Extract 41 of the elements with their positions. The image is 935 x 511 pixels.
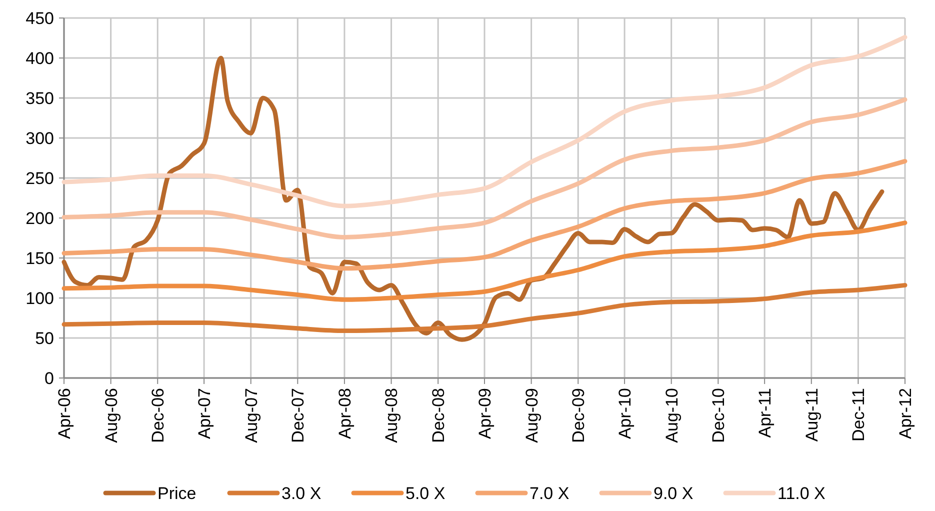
x-tick-label: Apr-08 xyxy=(335,388,354,440)
x-tick-label: Apr-10 xyxy=(615,388,634,440)
x-tick-label: Dec-11 xyxy=(849,388,868,442)
y-tick-label: 150 xyxy=(26,248,54,268)
y-tick-label: 350 xyxy=(26,88,54,108)
y-tick-label: 200 xyxy=(26,208,54,228)
line-series xyxy=(62,282,908,334)
y-tick-label: 50 xyxy=(35,328,54,348)
line-series xyxy=(62,158,908,271)
legend-label: Price xyxy=(158,484,196,503)
y-tick-label: 250 xyxy=(26,168,54,188)
x-tick-label: Aug-09 xyxy=(522,388,542,443)
line-series xyxy=(62,97,908,240)
legend-label: 5.0 X xyxy=(406,484,446,503)
x-tick-label: Dec-06 xyxy=(148,388,168,443)
x-tick-label: Aug-07 xyxy=(242,388,261,443)
x-tick-label: Apr-11 xyxy=(756,388,775,438)
x-tick-label: Dec-10 xyxy=(709,388,728,443)
x-tick-label: Dec-08 xyxy=(429,388,448,443)
y-tick-label: 0 xyxy=(44,368,54,388)
x-tick-label: Dec-07 xyxy=(288,388,308,443)
y-tick-label: 100 xyxy=(26,288,54,308)
x-tick-label: Dec-09 xyxy=(569,388,588,443)
x-tick-label: Apr-06 xyxy=(54,388,74,440)
legend-label: 7.0 X xyxy=(530,484,570,503)
line-series xyxy=(62,34,908,208)
legend-label: 3.0 X xyxy=(282,484,322,503)
line-series xyxy=(62,220,908,302)
y-tick-label: 400 xyxy=(26,48,54,68)
x-tick-label: Apr-12 xyxy=(896,388,915,440)
legend-label: 9.0 X xyxy=(654,484,694,503)
x-tick-label: Aug-06 xyxy=(102,388,121,443)
y-tick-label: 450 xyxy=(26,8,54,28)
y-tick-label: 300 xyxy=(26,128,54,148)
x-tick-label: Apr-09 xyxy=(475,388,494,440)
legend-label: 11.0 X xyxy=(778,484,826,503)
x-tick-label: Apr-07 xyxy=(194,388,214,440)
line-series xyxy=(62,56,884,342)
x-tick-label: Aug-11 xyxy=(802,388,822,442)
x-tick-label: Aug-10 xyxy=(662,388,682,443)
x-tick-label: Aug-08 xyxy=(382,388,402,443)
